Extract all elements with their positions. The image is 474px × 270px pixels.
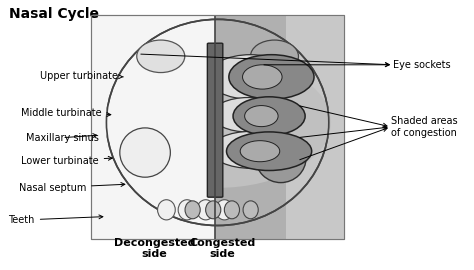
- Ellipse shape: [233, 97, 305, 136]
- Ellipse shape: [255, 133, 306, 183]
- Ellipse shape: [245, 106, 278, 127]
- FancyBboxPatch shape: [207, 43, 223, 197]
- FancyBboxPatch shape: [286, 15, 344, 239]
- Text: Nasal Cycle: Nasal Cycle: [9, 7, 100, 21]
- Ellipse shape: [206, 201, 221, 219]
- Ellipse shape: [185, 201, 200, 219]
- FancyBboxPatch shape: [91, 15, 344, 239]
- Text: Shaded areas
of congestion: Shaded areas of congestion: [391, 116, 457, 138]
- Ellipse shape: [239, 105, 273, 124]
- Ellipse shape: [240, 140, 277, 160]
- Ellipse shape: [240, 65, 279, 89]
- Ellipse shape: [250, 40, 299, 73]
- Ellipse shape: [197, 200, 215, 220]
- Ellipse shape: [120, 128, 170, 177]
- Text: Upper turbinate: Upper turbinate: [40, 70, 123, 81]
- Text: Lower turbinate: Lower turbinate: [21, 156, 112, 166]
- Wedge shape: [218, 57, 331, 188]
- Ellipse shape: [157, 200, 175, 220]
- Text: Decongested
side: Decongested side: [114, 238, 195, 259]
- FancyBboxPatch shape: [215, 15, 344, 239]
- Ellipse shape: [212, 97, 284, 132]
- Ellipse shape: [240, 141, 280, 162]
- Ellipse shape: [211, 131, 290, 168]
- Text: Teeth: Teeth: [9, 215, 103, 225]
- Ellipse shape: [224, 201, 239, 219]
- Ellipse shape: [178, 200, 196, 220]
- Ellipse shape: [229, 55, 314, 99]
- Ellipse shape: [227, 132, 312, 171]
- Text: Middle turbinate: Middle turbinate: [21, 108, 111, 119]
- Wedge shape: [104, 57, 218, 188]
- Ellipse shape: [243, 65, 282, 89]
- Text: Maxillary sinus: Maxillary sinus: [26, 133, 99, 143]
- Ellipse shape: [208, 55, 293, 99]
- Ellipse shape: [137, 40, 185, 73]
- Ellipse shape: [216, 200, 233, 220]
- Ellipse shape: [243, 201, 258, 219]
- Text: Nasal septum: Nasal septum: [18, 183, 125, 193]
- Text: Congested
side: Congested side: [189, 238, 255, 259]
- Text: Eye sockets: Eye sockets: [393, 60, 451, 70]
